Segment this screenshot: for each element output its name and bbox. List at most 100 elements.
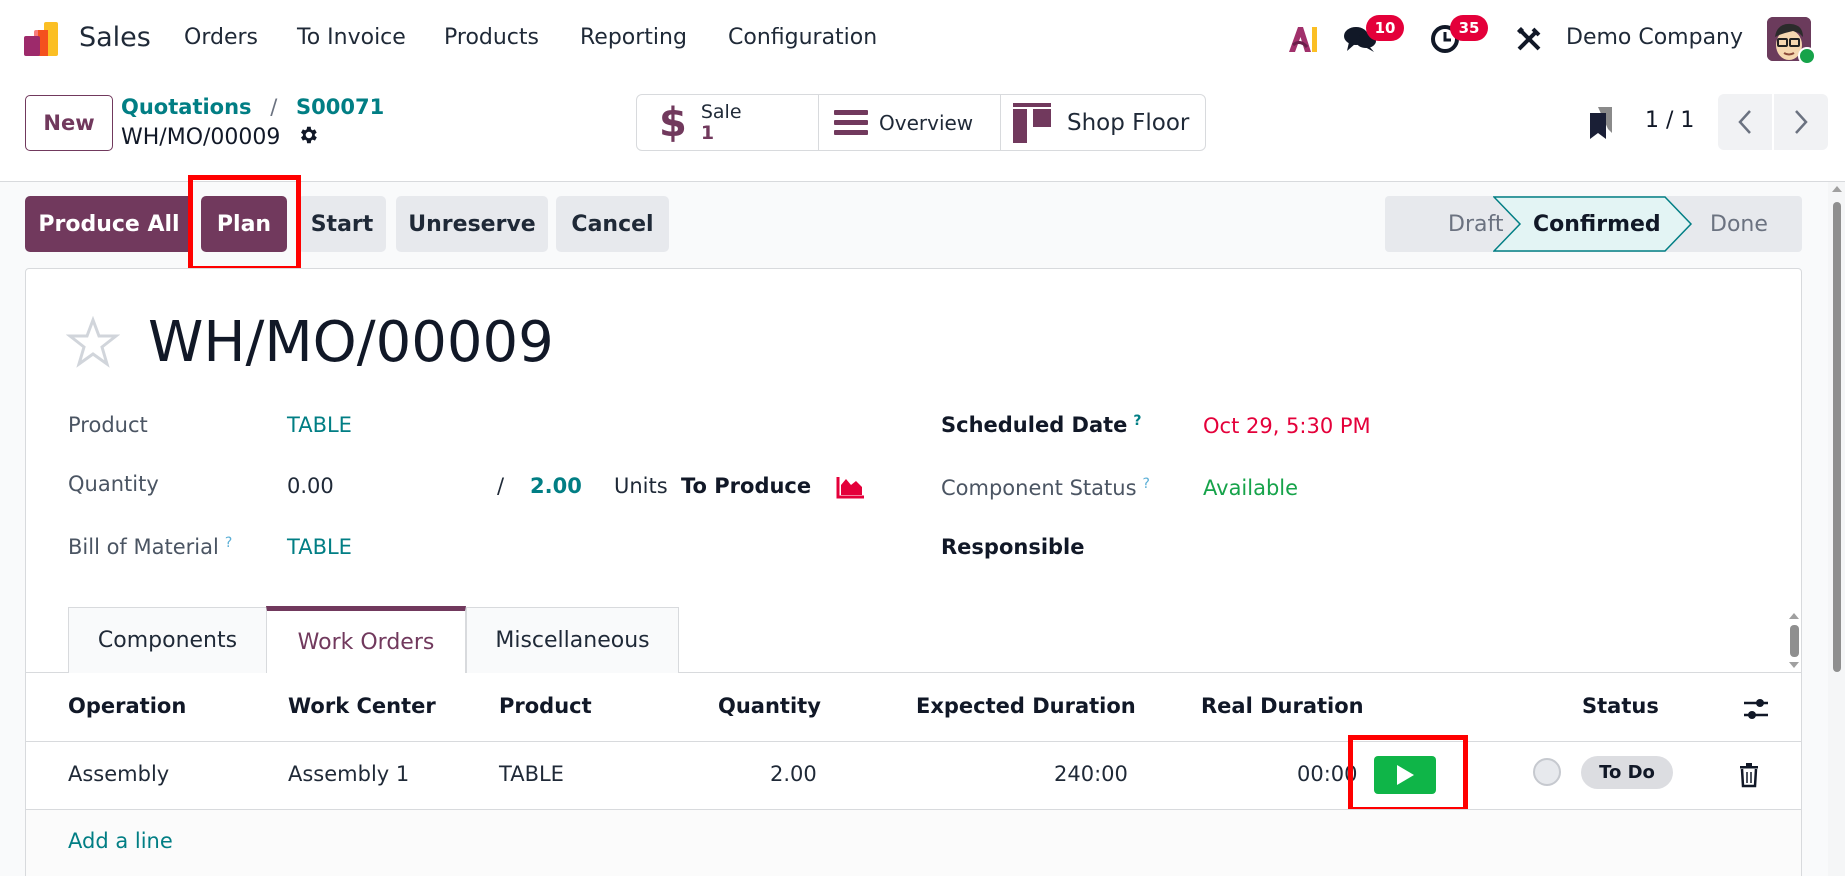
company-switcher[interactable]: Demo Company xyxy=(1566,25,1744,50)
produce-all-button[interactable]: Produce All xyxy=(25,196,193,252)
status-badge: To Do xyxy=(1581,756,1673,789)
start-button[interactable]: Start xyxy=(298,196,386,252)
scheduled-date-value[interactable]: Oct 29, 5:30 PM xyxy=(1203,414,1371,438)
menu-orders[interactable]: Orders xyxy=(184,25,258,50)
quantity-label: Quantity xyxy=(68,472,159,496)
current-record-name: WH/MO/00009 xyxy=(121,124,319,152)
breadcrumb-quotations[interactable]: Quotations xyxy=(121,95,252,119)
optional-columns-toggle-icon[interactable] xyxy=(1742,695,1770,723)
breadcrumb: Quotations / S00071 xyxy=(121,95,384,119)
quantity-produced-input[interactable]: 0.00 xyxy=(287,474,334,498)
pager-next-button[interactable] xyxy=(1772,94,1828,150)
bom-value[interactable]: TABLE xyxy=(287,535,352,559)
column-real-duration[interactable]: Real Duration xyxy=(1201,694,1364,718)
inner-scrollbar-thumb[interactable] xyxy=(1790,625,1799,657)
bookmark-icon[interactable] xyxy=(1588,105,1618,141)
column-quantity[interactable]: Quantity xyxy=(718,694,821,718)
product-value[interactable]: TABLE xyxy=(287,413,352,437)
breadcrumb-s00071[interactable]: S00071 xyxy=(296,95,385,119)
record-title: WH/MO/00009 xyxy=(148,310,554,375)
smart-buttons: $ Sale 1 Overview Shop Floor xyxy=(636,94,1206,151)
bom-help-icon[interactable]: ? xyxy=(224,535,233,551)
current-record-label: WH/MO/00009 xyxy=(121,125,281,150)
shop-floor-icon xyxy=(1013,102,1051,143)
inner-scroll-up-arrow-icon[interactable] xyxy=(1789,613,1799,619)
overview-smart-button[interactable]: Overview xyxy=(819,95,1001,150)
new-button[interactable]: New xyxy=(25,95,113,151)
to-produce-label: To Produce xyxy=(681,474,812,498)
activities-count-badge: 35 xyxy=(1450,15,1488,41)
sale-label: Sale xyxy=(700,100,742,123)
header-divider xyxy=(25,741,1802,742)
component-status-help-icon[interactable]: ? xyxy=(1142,476,1150,492)
quantity-total[interactable]: 2.00 xyxy=(530,474,582,498)
active-stage-arrow xyxy=(1493,196,1693,252)
cell-work-center[interactable]: Assembly 1 xyxy=(288,762,410,786)
cell-quantity[interactable]: 2.00 xyxy=(770,762,817,786)
chevron-right-icon xyxy=(1795,110,1808,134)
sales-app-logo-icon[interactable] xyxy=(22,20,62,58)
cell-real-duration[interactable]: 00:00 xyxy=(1297,762,1358,786)
form-sheet xyxy=(25,268,1802,876)
page-scrollbar-thumb[interactable] xyxy=(1833,202,1841,672)
pager-previous-button[interactable] xyxy=(1718,94,1772,150)
component-status-value: Available xyxy=(1203,476,1299,500)
component-status-label: Component Status? xyxy=(941,476,1150,500)
debug-tools-icon[interactable] xyxy=(1513,22,1545,56)
unreserve-button[interactable]: Unreserve xyxy=(396,196,548,252)
menu-reporting[interactable]: Reporting xyxy=(580,25,687,50)
gear-icon[interactable] xyxy=(297,124,319,152)
breadcrumb-separator: / xyxy=(270,95,278,119)
column-status[interactable]: Status xyxy=(1582,694,1659,718)
ai-assistant-icon[interactable] xyxy=(1286,22,1320,56)
cell-operation[interactable]: Assembly xyxy=(68,762,170,786)
cancel-button[interactable]: Cancel xyxy=(556,196,669,252)
stage-done[interactable]: Done xyxy=(1710,211,1768,237)
bom-label: Bill of Material? xyxy=(68,535,232,559)
forecast-chart-icon[interactable] xyxy=(836,473,866,499)
column-work-center[interactable]: Work Center xyxy=(288,694,436,718)
cell-expected-duration[interactable]: 240:00 xyxy=(1054,762,1128,786)
workorder-select-radio[interactable] xyxy=(1533,758,1561,786)
column-operation[interactable]: Operation xyxy=(68,694,187,718)
app-name[interactable]: Sales xyxy=(79,22,151,53)
uom-value[interactable]: Units xyxy=(614,474,668,498)
responsible-input[interactable] xyxy=(1203,535,1503,563)
inner-scroll-down-arrow-icon[interactable] xyxy=(1789,662,1799,668)
plan-button[interactable]: Plan xyxy=(201,196,287,252)
component-status-label-text: Component Status xyxy=(941,476,1137,500)
column-expected-duration[interactable]: Expected Duration xyxy=(916,694,1136,718)
product-label: Product xyxy=(68,413,148,437)
scheduled-date-label-text: Scheduled Date xyxy=(941,413,1128,437)
scheduled-date-label: Scheduled Date? xyxy=(941,413,1142,437)
messages-icon[interactable] xyxy=(1342,22,1378,56)
bom-label-text: Bill of Material xyxy=(68,535,219,559)
column-product[interactable]: Product xyxy=(499,694,592,718)
scroll-up-arrow-icon[interactable] xyxy=(1832,186,1842,192)
stage-confirmed[interactable]: Confirmed xyxy=(1533,211,1661,237)
chevron-left-icon xyxy=(1738,110,1751,134)
trash-icon[interactable] xyxy=(1738,762,1760,788)
add-a-line-link[interactable]: Add a line xyxy=(68,829,173,853)
sale-count: 1 xyxy=(700,121,715,144)
menu-products[interactable]: Products xyxy=(444,25,539,50)
menu-to-invoice[interactable]: To Invoice xyxy=(297,25,406,50)
menu-configuration[interactable]: Configuration xyxy=(728,25,878,50)
stage-draft[interactable]: Draft xyxy=(1448,211,1504,237)
pager-value[interactable]: 1 / 1 xyxy=(1645,108,1695,133)
cell-product[interactable]: TABLE xyxy=(499,762,564,786)
statusbar: Draft Confirmed Done xyxy=(1385,196,1802,252)
start-workorder-button[interactable] xyxy=(1374,756,1436,794)
shop-floor-smart-button[interactable]: Shop Floor xyxy=(1001,95,1205,150)
play-icon xyxy=(1397,765,1414,785)
sale-smart-button[interactable]: $ Sale 1 xyxy=(637,95,819,150)
quantity-separator: / xyxy=(497,474,505,498)
tab-miscellaneous[interactable]: Miscellaneous xyxy=(466,607,679,673)
dollar-icon: $ xyxy=(659,99,687,146)
tab-components[interactable]: Components xyxy=(68,607,267,673)
tab-work-orders[interactable]: Work Orders xyxy=(266,606,466,673)
control-panel: New Quotations / S00071 WH/MO/00009 $ Sa… xyxy=(0,80,1845,182)
scheduled-date-help-icon[interactable]: ? xyxy=(1133,413,1142,429)
favorite-star-icon[interactable] xyxy=(66,316,120,370)
responsible-label: Responsible xyxy=(941,535,1085,559)
